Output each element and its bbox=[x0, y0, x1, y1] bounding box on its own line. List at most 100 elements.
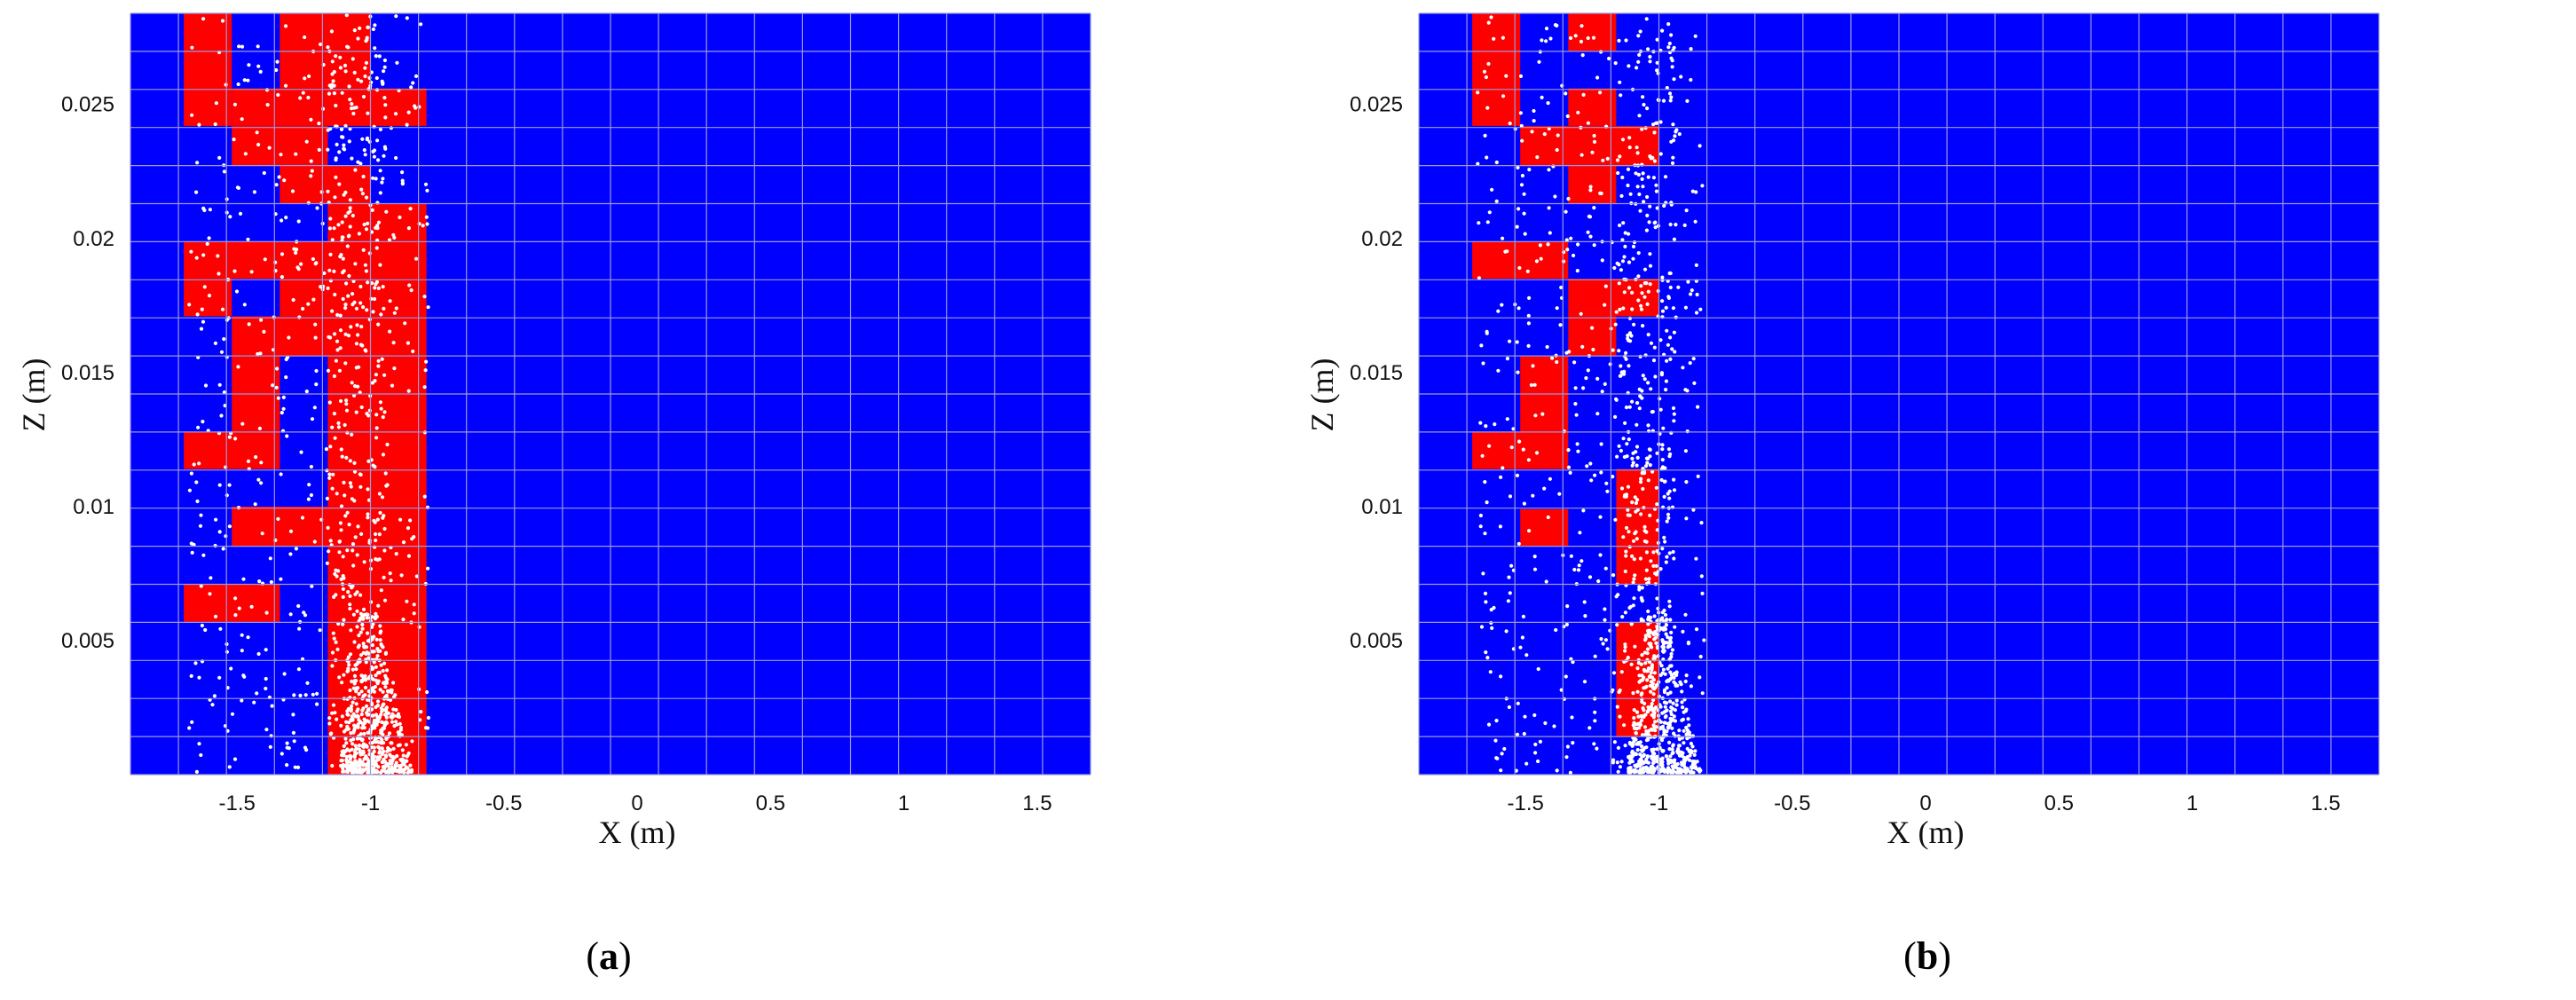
particle bbox=[394, 306, 398, 311]
particle bbox=[310, 169, 314, 173]
particle bbox=[1564, 622, 1569, 627]
particle bbox=[406, 526, 411, 531]
particle bbox=[371, 666, 375, 671]
particle bbox=[1526, 458, 1531, 462]
particle bbox=[290, 189, 295, 193]
particle bbox=[342, 480, 346, 485]
particle bbox=[1635, 455, 1640, 461]
particle bbox=[390, 712, 395, 717]
particle bbox=[1631, 752, 1635, 757]
particle bbox=[1686, 642, 1690, 646]
particle bbox=[194, 480, 199, 484]
particle bbox=[1611, 671, 1617, 675]
particle bbox=[366, 767, 370, 771]
particle bbox=[284, 216, 288, 220]
particle bbox=[378, 169, 382, 173]
particle bbox=[213, 122, 217, 127]
particle bbox=[1643, 713, 1648, 717]
particle bbox=[375, 699, 381, 704]
particle bbox=[357, 232, 361, 236]
particle bbox=[1690, 744, 1695, 749]
particle bbox=[1652, 768, 1657, 773]
particle bbox=[1568, 770, 1572, 776]
particle bbox=[358, 630, 363, 634]
particle bbox=[256, 142, 261, 147]
particle bbox=[1478, 513, 1483, 518]
x-tick-label: 0 bbox=[1919, 791, 1931, 815]
particle bbox=[1605, 156, 1610, 161]
particle bbox=[1689, 47, 1693, 51]
particle bbox=[1579, 24, 1584, 28]
particle bbox=[372, 689, 376, 694]
particle bbox=[1696, 405, 1700, 409]
particle bbox=[291, 713, 295, 717]
particle bbox=[1566, 448, 1571, 453]
particle bbox=[1652, 130, 1657, 135]
panel-label: (b) bbox=[1903, 934, 1951, 978]
particle bbox=[1702, 638, 1706, 642]
particle bbox=[343, 514, 348, 518]
particle bbox=[1588, 461, 1593, 466]
particle bbox=[1622, 454, 1627, 460]
particle bbox=[1664, 560, 1668, 564]
particle bbox=[1635, 422, 1639, 427]
particle bbox=[1650, 681, 1655, 686]
particle bbox=[379, 588, 383, 593]
particle bbox=[291, 297, 295, 303]
particle bbox=[237, 44, 241, 49]
particle bbox=[1684, 209, 1689, 213]
particle bbox=[1634, 530, 1638, 534]
particle bbox=[1663, 715, 1667, 720]
particle bbox=[1685, 429, 1690, 434]
particle bbox=[426, 305, 430, 310]
particle bbox=[345, 697, 350, 702]
particle bbox=[1644, 738, 1649, 743]
particle bbox=[360, 137, 365, 141]
particle bbox=[1675, 761, 1680, 767]
particle bbox=[280, 252, 285, 256]
particle bbox=[373, 520, 377, 524]
particle bbox=[1533, 742, 1538, 747]
particle bbox=[382, 768, 387, 773]
particle bbox=[1645, 651, 1650, 656]
particle bbox=[394, 760, 398, 765]
particle bbox=[393, 764, 398, 768]
particle bbox=[363, 677, 367, 681]
particle bbox=[389, 579, 393, 583]
particle bbox=[330, 425, 335, 429]
particle bbox=[1644, 550, 1649, 555]
particle bbox=[1677, 728, 1682, 733]
particle bbox=[1635, 498, 1640, 502]
particle bbox=[1479, 343, 1484, 348]
particle bbox=[212, 694, 217, 698]
particle bbox=[1668, 699, 1673, 704]
particle bbox=[348, 98, 352, 102]
particle bbox=[1587, 215, 1593, 219]
particle bbox=[335, 339, 340, 343]
particle bbox=[1650, 469, 1655, 474]
particle bbox=[1618, 223, 1622, 228]
particle bbox=[1666, 761, 1671, 766]
particle bbox=[1664, 305, 1668, 310]
particle bbox=[1646, 705, 1650, 710]
particle bbox=[391, 695, 397, 699]
particle bbox=[1619, 193, 1624, 198]
particle bbox=[376, 756, 381, 761]
particle bbox=[341, 766, 345, 771]
particle bbox=[1494, 719, 1499, 723]
particle bbox=[1642, 725, 1648, 729]
particle bbox=[1668, 98, 1673, 103]
particle bbox=[1641, 486, 1645, 492]
particle bbox=[1636, 251, 1641, 256]
particle bbox=[362, 726, 366, 730]
particle bbox=[1635, 748, 1640, 752]
particle bbox=[1664, 632, 1668, 636]
particle bbox=[344, 769, 349, 774]
particle bbox=[423, 182, 429, 186]
y-tick-label: 0.025 bbox=[61, 93, 114, 117]
particle bbox=[318, 628, 322, 633]
particle bbox=[339, 447, 343, 452]
particle bbox=[1509, 445, 1514, 450]
particle bbox=[359, 680, 364, 684]
particle bbox=[1662, 769, 1666, 775]
